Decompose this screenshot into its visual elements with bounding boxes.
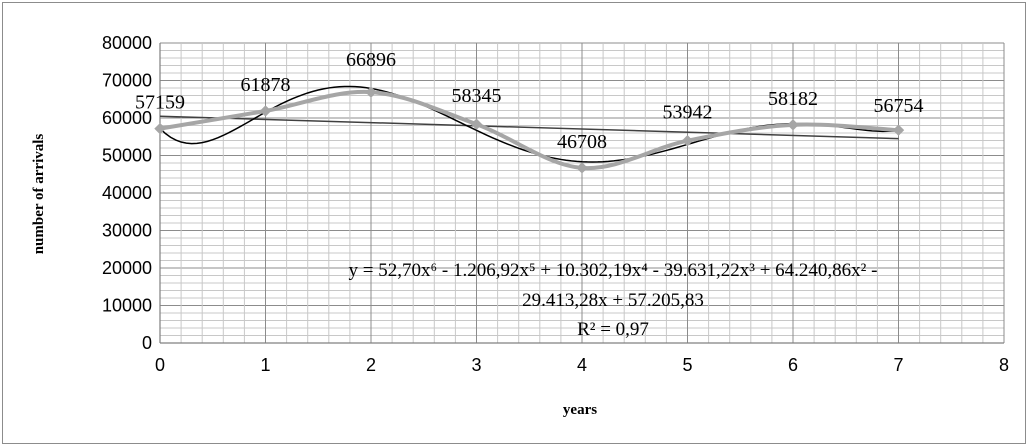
x-tick-label: 3	[471, 355, 481, 375]
x-tick-label: 4	[577, 355, 587, 375]
x-tick-label: 0	[155, 355, 165, 375]
y-axis-title: number of arrivals	[31, 134, 47, 255]
r-squared-label: R² = 0,97	[577, 319, 649, 340]
data-point-marker	[892, 124, 905, 136]
data-point-marker	[576, 162, 588, 174]
data-point-marker	[365, 86, 377, 98]
data-labels: 57159 61878 66896 58345 46708 53942 58182 56754	[135, 49, 924, 153]
x-tick-label: 6	[788, 355, 798, 375]
line-chart: 0 10000 20000 30000 40000 50000 60000 70000 8000…	[31, 33, 1009, 418]
y-tick-label: 40000	[102, 183, 152, 203]
data-label: 56754	[874, 95, 924, 117]
x-tick-label: 2	[366, 355, 376, 375]
y-tick-label: 20000	[102, 258, 152, 278]
linear-trendline	[159, 115, 899, 140]
y-tick-label: 30000	[102, 221, 152, 241]
x-tick-label: 1	[260, 355, 270, 375]
trendline-equation-line-1: y = 52,70x⁶ - 1.206,92x⁵ + 10.302,19x⁴ -…	[349, 260, 878, 281]
series-line	[158, 89, 901, 170]
axes	[159, 43, 1004, 344]
data-point-marker	[154, 122, 166, 135]
data-label: 58345	[452, 85, 502, 107]
data-label: 66896	[346, 49, 396, 71]
x-tick-label: 5	[682, 355, 692, 375]
data-label: 53942	[663, 102, 713, 124]
data-label: 58182	[768, 88, 818, 110]
data-label: 61878	[241, 74, 291, 96]
data-point-marker	[470, 118, 483, 130]
trendline-equation-line-2: 29.413,28x + 57.205,83	[522, 290, 704, 311]
y-tick-label: 80000	[102, 33, 152, 53]
data-series	[154, 86, 905, 174]
y-tick-label: 10000	[102, 296, 152, 316]
data-label: 46708	[557, 131, 607, 153]
data-point-marker	[259, 105, 272, 117]
x-axis-title: years	[563, 402, 597, 418]
x-tick-label: 7	[893, 355, 903, 375]
y-tick-label: 0	[142, 333, 152, 353]
data-point-marker	[787, 119, 799, 131]
y-tick-label: 60000	[102, 108, 152, 128]
data-label: 57159	[135, 92, 185, 114]
y-tick-label: 50000	[102, 146, 152, 166]
y-tick-label: 70000	[102, 71, 152, 91]
tick-labels: 0 10000 20000 30000 40000 50000 60000 70000 8000…	[102, 33, 1009, 375]
x-tick-label: 8	[999, 355, 1009, 375]
data-point-marker	[681, 135, 694, 147]
